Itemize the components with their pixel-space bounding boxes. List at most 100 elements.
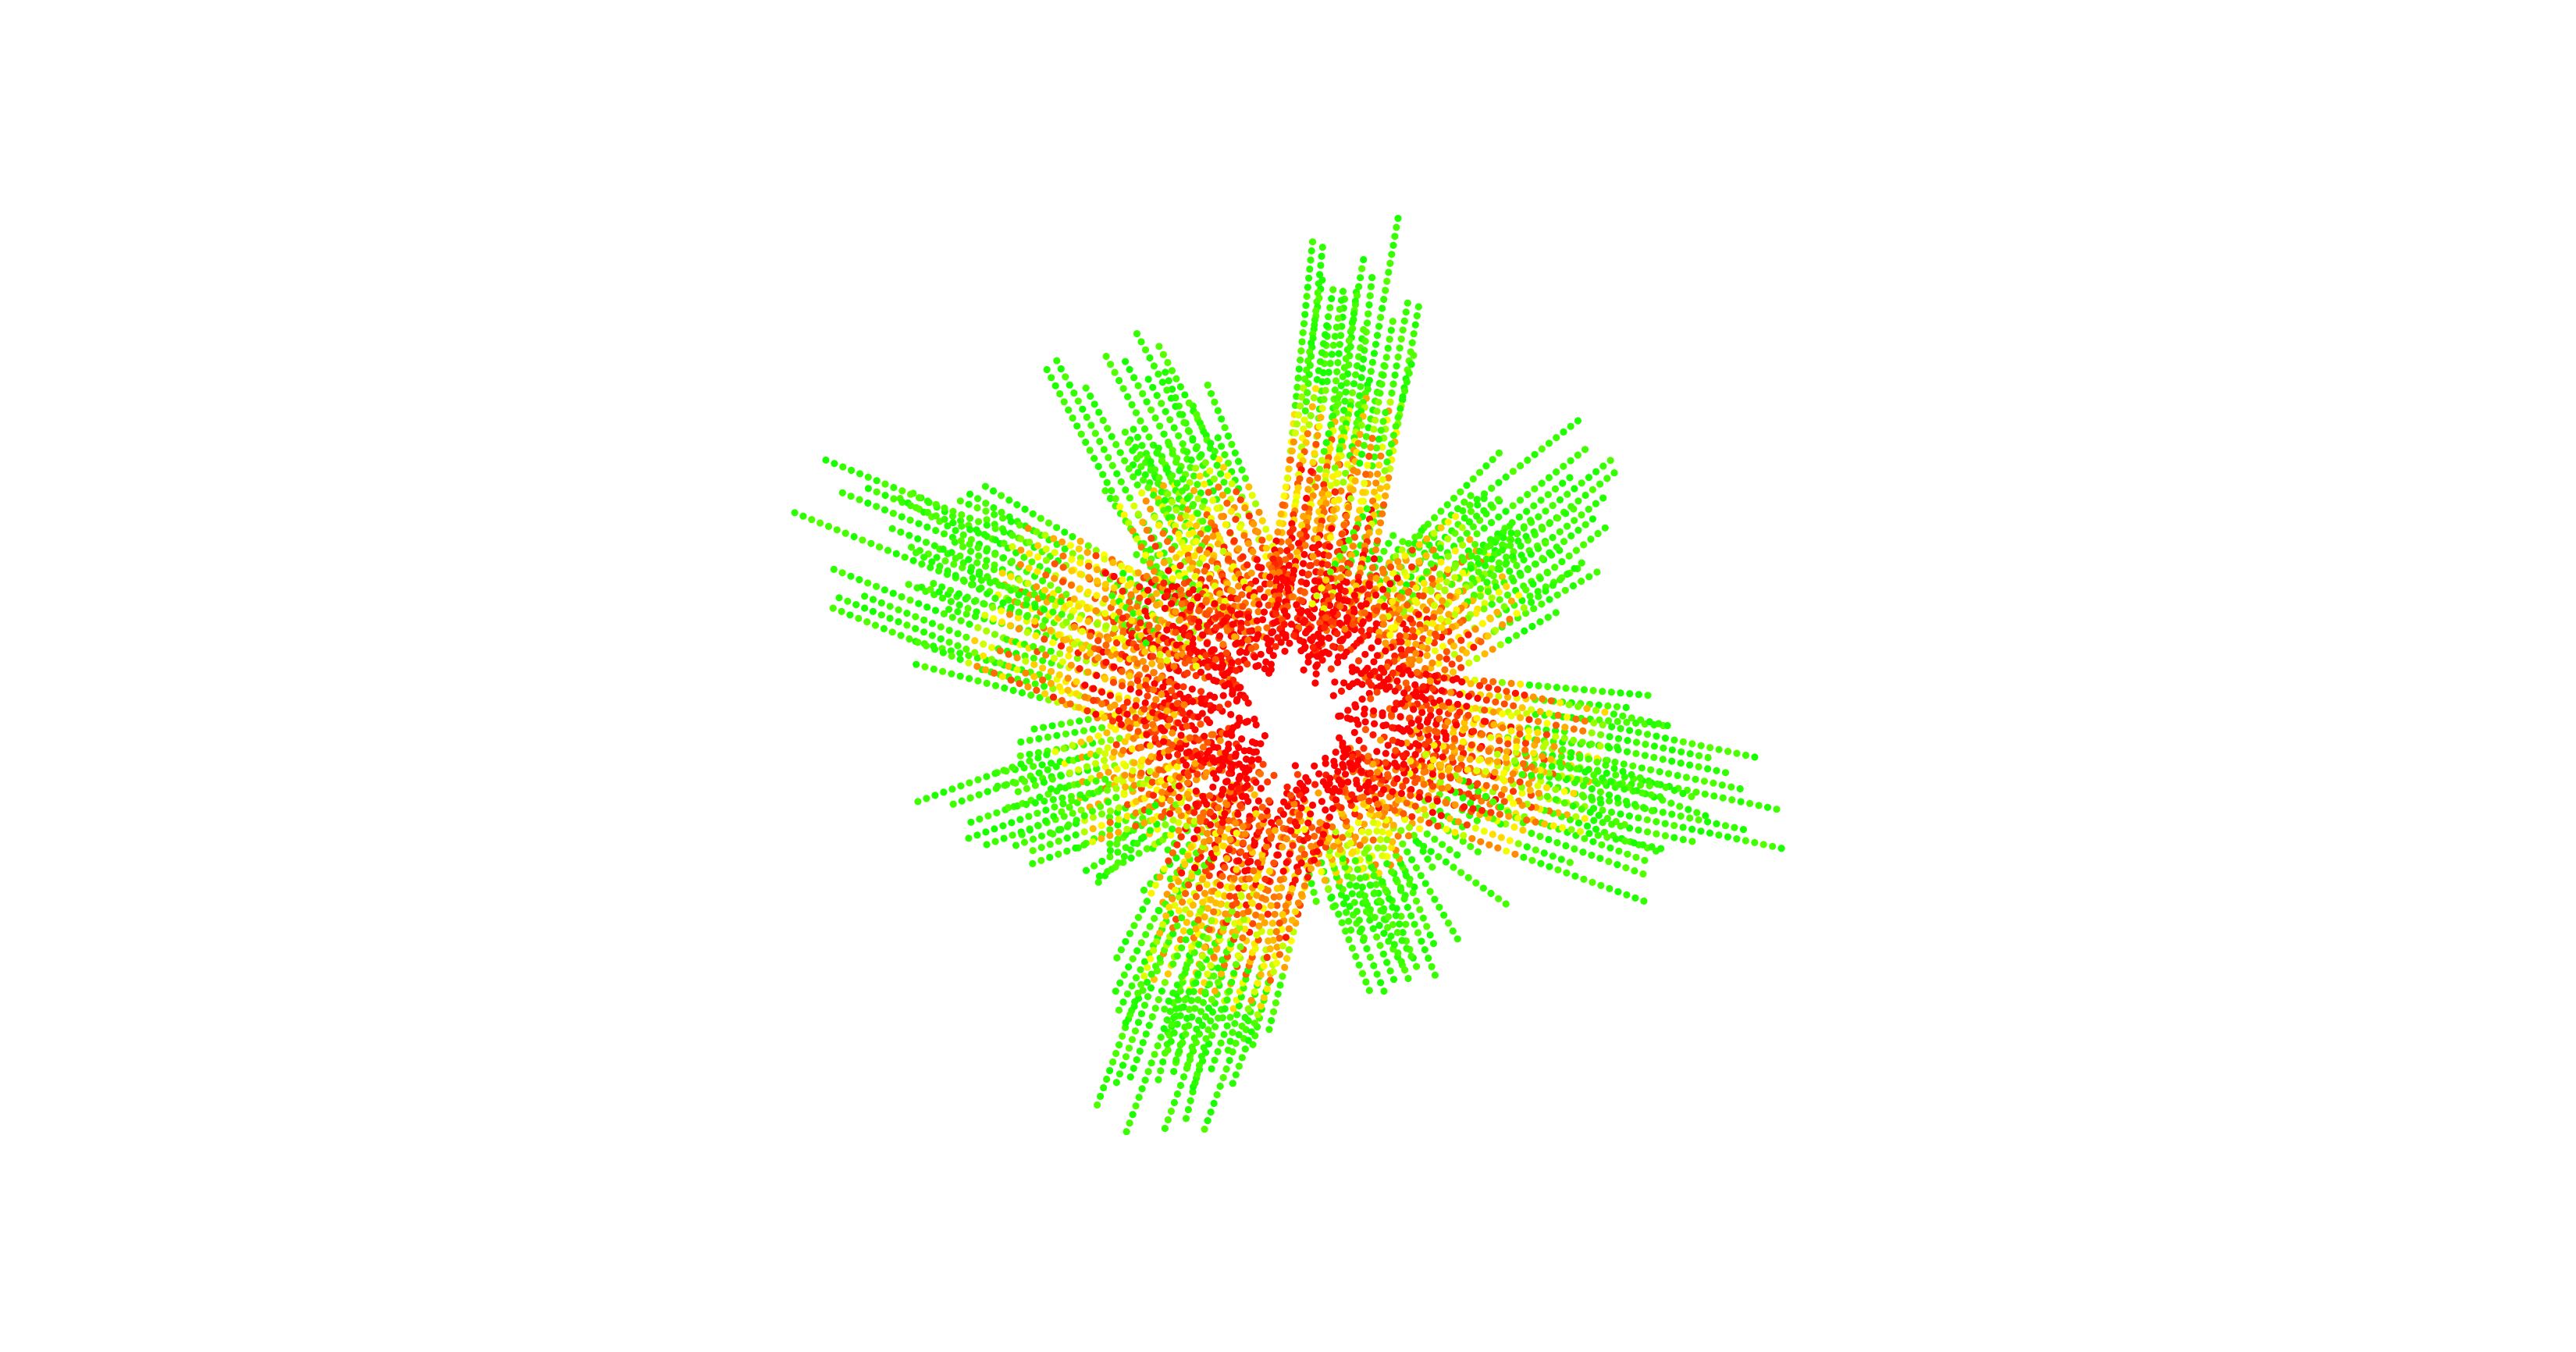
point [1033, 528, 1041, 535]
point [1595, 701, 1603, 709]
point [1171, 522, 1179, 530]
point [1115, 804, 1123, 812]
point [1514, 840, 1522, 848]
point [1047, 679, 1055, 688]
point [830, 565, 838, 574]
point [1182, 1115, 1190, 1123]
point [914, 535, 922, 543]
point [1578, 792, 1586, 799]
point [1442, 858, 1450, 866]
point [1308, 247, 1315, 254]
point [1455, 655, 1463, 663]
point [1679, 738, 1687, 746]
point [1366, 292, 1374, 300]
point [1226, 987, 1233, 995]
point [1419, 592, 1427, 600]
point [1134, 468, 1142, 476]
point [1736, 785, 1744, 793]
point [1172, 854, 1180, 862]
point [1566, 474, 1574, 482]
point [920, 616, 928, 624]
point [1578, 479, 1585, 487]
point [1331, 902, 1340, 909]
point [1357, 274, 1364, 282]
point [1236, 891, 1244, 899]
point [1021, 777, 1029, 785]
point [1552, 727, 1560, 735]
point [1066, 542, 1074, 550]
point [1260, 962, 1268, 970]
point [948, 549, 955, 557]
point [1560, 799, 1568, 807]
point [1114, 821, 1122, 829]
point [1228, 907, 1236, 915]
point [1486, 614, 1494, 622]
point [1317, 414, 1325, 422]
point [1632, 738, 1641, 746]
point [1574, 703, 1582, 710]
point [1269, 555, 1277, 563]
point [1549, 852, 1557, 860]
point [1151, 801, 1159, 809]
point [1056, 649, 1064, 658]
point [1571, 485, 1578, 493]
point [1469, 475, 1477, 483]
point [1481, 706, 1489, 714]
point [1200, 1044, 1208, 1051]
point [963, 593, 971, 601]
point [1235, 582, 1243, 590]
point [1478, 620, 1486, 628]
point [1528, 622, 1536, 631]
point [1507, 679, 1515, 688]
point [1376, 390, 1384, 397]
point [850, 532, 858, 541]
point [1119, 1032, 1126, 1040]
point [1528, 829, 1535, 838]
point [1370, 350, 1379, 358]
point [1215, 483, 1222, 491]
point [1181, 996, 1189, 1004]
point [1404, 903, 1411, 911]
point [1407, 912, 1415, 920]
point [1526, 786, 1534, 795]
point [1383, 859, 1391, 868]
point [1105, 768, 1112, 776]
point [1317, 569, 1325, 577]
point [1023, 596, 1031, 603]
point [1145, 1022, 1153, 1030]
point [846, 611, 854, 619]
point [1382, 354, 1390, 361]
point [1087, 392, 1094, 400]
point [1093, 566, 1101, 574]
point [1336, 447, 1343, 454]
point [1482, 555, 1490, 564]
point [1017, 535, 1025, 543]
point [1085, 562, 1093, 570]
point [1223, 996, 1231, 1004]
point [1219, 873, 1226, 881]
point [1058, 808, 1066, 816]
point [959, 543, 967, 551]
point [1471, 625, 1479, 633]
point [999, 599, 1007, 607]
point [930, 665, 938, 673]
point [880, 624, 888, 633]
point [1474, 848, 1482, 856]
point [1092, 777, 1100, 785]
point [1007, 603, 1015, 611]
point [1436, 653, 1443, 661]
point [1457, 535, 1464, 544]
point [1009, 532, 1016, 539]
point [1224, 471, 1232, 479]
point [829, 604, 837, 612]
point [1087, 750, 1094, 758]
point [1339, 855, 1347, 863]
point [1619, 767, 1627, 776]
point [1554, 711, 1562, 720]
point [1047, 785, 1055, 793]
point [1194, 510, 1201, 518]
point [1353, 882, 1361, 890]
point [1487, 889, 1495, 898]
point [1571, 872, 1579, 880]
point [1438, 624, 1446, 632]
